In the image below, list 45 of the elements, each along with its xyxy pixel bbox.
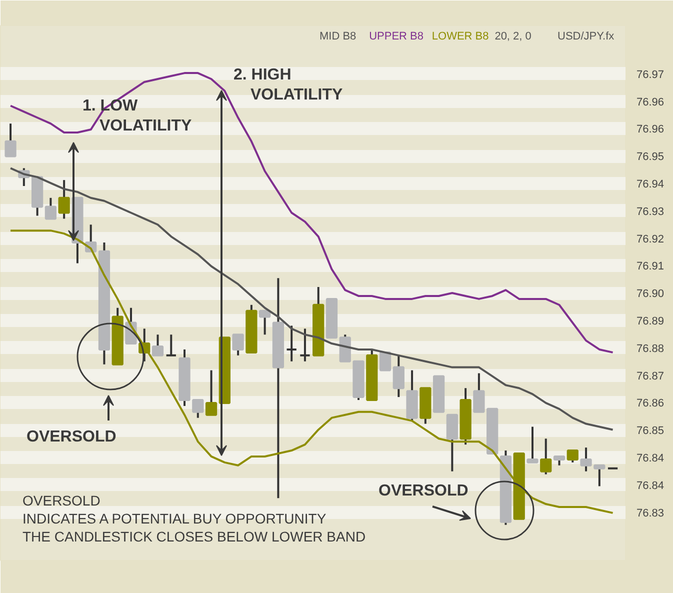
candlestick — [44, 196, 57, 220]
y-tick-label: 76.90 — [636, 288, 664, 300]
candlestick — [192, 399, 204, 419]
y-tick-label: 76.95 — [636, 151, 664, 164]
y-tick-label: 76.86 — [636, 398, 664, 410]
y-tick-label: 76.83 — [636, 507, 664, 520]
candlestick — [4, 122, 16, 158]
candlestick — [299, 328, 311, 362]
candlestick — [259, 310, 271, 336]
text: USD/JPY.fx — [558, 30, 615, 42]
candlestick — [526, 426, 538, 464]
y-tick-label: 76.84 — [636, 480, 664, 492]
text: LOWER B8 — [432, 30, 489, 42]
annotation: OVERSOLD — [378, 482, 468, 500]
y-tick-label: 76.91 — [636, 260, 664, 273]
annotation: OVERSOLD — [26, 428, 116, 446]
y-tick-label: 76.97 — [636, 68, 664, 81]
candlestick — [392, 354, 404, 398]
y-tick-label: 76.88 — [636, 342, 664, 355]
candlestick — [286, 324, 298, 362]
annotation: OVERSOLD INDICATES A POTENTIAL BUY OPPORTUNITY THE CANDLESTICK CLOSES BELOW LOWER BAND — [22, 492, 366, 544]
y-tick-label: 76.94 — [636, 178, 664, 191]
text: MID B8 — [320, 30, 356, 42]
candlestick — [58, 179, 70, 220]
candlestick — [566, 450, 578, 464]
candlestick — [232, 334, 244, 356]
candlestick — [152, 334, 164, 356]
y-tick-label: 76.96 — [636, 124, 664, 136]
y-tick-label: 76.89 — [636, 316, 664, 328]
text: 20, 2, 0 — [494, 30, 532, 42]
candlestick — [540, 438, 552, 476]
annotation: 2. HIGH VOLATILITY — [234, 66, 343, 104]
candlestick — [339, 334, 351, 362]
y-tick-label: 76.84 — [636, 452, 664, 465]
candlestick — [446, 414, 458, 472]
y-tick-label: 76.85 — [636, 425, 664, 438]
y-tick-label: 76.87 — [636, 370, 664, 382]
candlestick — [165, 334, 177, 356]
y-tick-label: 76.96 — [636, 96, 664, 108]
text: UPPER B8 — [369, 30, 424, 42]
line-series — [10, 167, 614, 431]
y-tick-label: 76.92 — [636, 233, 664, 246]
candlestick — [379, 351, 392, 372]
candlestick — [205, 369, 218, 416]
y-tick-label: 76.93 — [636, 206, 664, 218]
